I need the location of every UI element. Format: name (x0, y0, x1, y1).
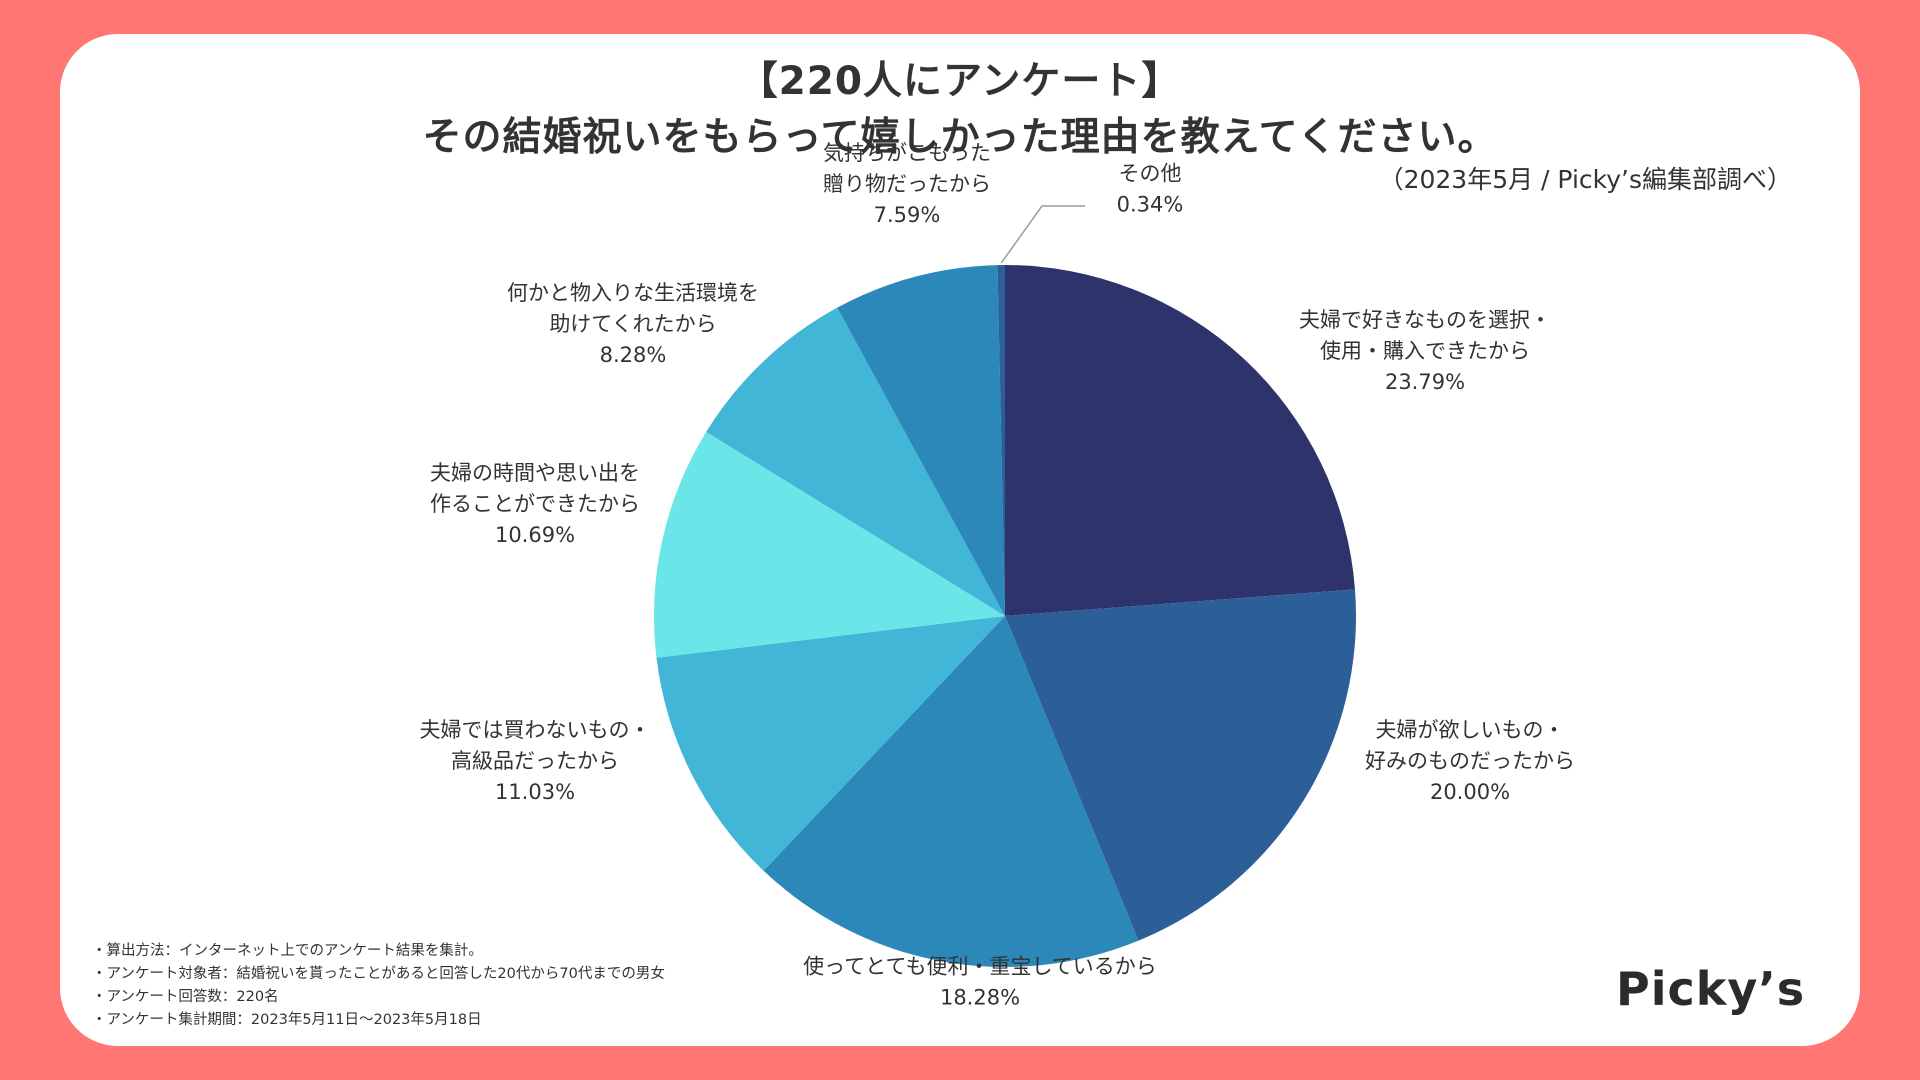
slice-category-label: 使用・購入できたから (1320, 339, 1530, 363)
slice-value-label: 7.59% (874, 203, 941, 227)
slice-category-label: 贈り物だったから (823, 172, 991, 196)
survey-notes: ・算出方法：インターネット上でのアンケート結果を集計。 ・アンケート対象者：結婚… (92, 940, 665, 1032)
chart-title-line1: 【220人にアンケート】 (738, 59, 1182, 104)
slice-value-label: 8.28% (600, 343, 667, 367)
slice-label-1: 夫婦が欲しいもの・好みのものだったから 20.00% (1365, 718, 1575, 804)
pie-slice-0 (1005, 265, 1355, 616)
chart-title-line2: その結婚祝いをもらって嬉しかった理由を教えてください。 (422, 115, 1498, 160)
note-period: ・アンケート集計期間：2023年5月11日〜2023年5月18日 (92, 1012, 482, 1028)
pie-slice-1 (1005, 589, 1356, 941)
slice-category-label: 作ることができたから (430, 492, 640, 516)
brand-logo: Picky’s (1616, 962, 1806, 1016)
slice-label-0: 夫婦で好きなものを選択・使用・購入できたから 23.79% (1299, 308, 1551, 394)
pie-slice-3 (656, 616, 1005, 871)
note-target: ・アンケート対象者：結婚祝いを貰ったことがあると回答した20代から70代までの男… (92, 966, 665, 982)
slice-value-label: 20.00% (1430, 780, 1510, 804)
slice-value-label: 23.79% (1385, 370, 1465, 394)
pie-slice-4 (654, 431, 1005, 658)
source-note: （2023年5月 / Picky’s編集部調べ） (1378, 165, 1792, 194)
slice-category-label: 夫婦で好きなものを選択・ (1299, 308, 1551, 332)
slice-value-label: 18.28% (940, 986, 1020, 1010)
pie-slice-6 (837, 265, 1005, 616)
pie-slices (654, 265, 1356, 967)
slice-value-label: 11.03% (495, 780, 575, 804)
slice-category-label: 夫婦では買わないもの・ (420, 718, 651, 742)
slice-category-label: 夫婦の時間や思い出を (430, 461, 640, 485)
slice-category-label: 何かと物入りな生活環境を (507, 281, 759, 305)
slice-label-2: 使ってとても便利・重宝しているから 18.28% (803, 955, 1157, 1010)
slice-label-3: 夫婦では買わないもの・高級品だったから 11.03% (420, 718, 651, 804)
pie-slice-7 (997, 265, 1005, 616)
pie-slice-5 (706, 307, 1005, 616)
slice-value-label: 10.69% (495, 523, 575, 547)
slice-category-label: その他 (1119, 162, 1182, 186)
leader-line-other (1000, 205, 1085, 264)
slice-label-7: その他 0.34% (1117, 162, 1184, 217)
note-method: ・算出方法：インターネット上でのアンケート結果を集計。 (92, 943, 483, 959)
slice-category-label: 好みのものだったから (1365, 749, 1575, 773)
note-count: ・アンケート回答数：220名 (92, 989, 279, 1005)
slice-category-label: 高級品だったから (451, 749, 619, 773)
slice-category-label: 助けてくれたから (549, 312, 716, 336)
slice-category-label: 使ってとても便利・重宝しているから (803, 955, 1157, 979)
slice-category-label: 夫婦が欲しいもの・ (1376, 718, 1565, 742)
slice-category-label: 気持ちがこもった (823, 141, 991, 165)
slice-value-label: 0.34% (1117, 193, 1184, 217)
pie-slice-2 (763, 616, 1139, 967)
